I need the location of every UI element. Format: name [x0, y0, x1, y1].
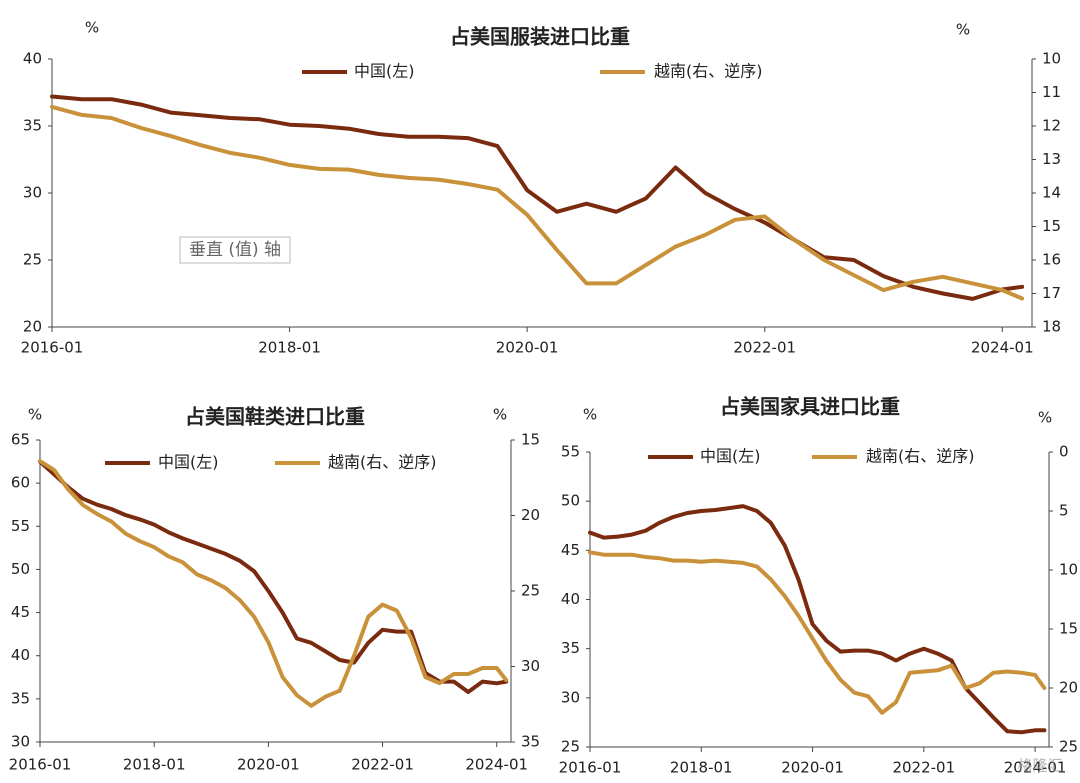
- chart-title: 占美国服装进口比重: [450, 25, 630, 49]
- x-tick-label: 2016-01: [9, 756, 72, 774]
- y-tick-label: 25: [561, 738, 580, 756]
- x-tick-label: 2024-01: [465, 756, 528, 774]
- annotation-box: [179, 236, 291, 264]
- watermark: 格隆汇: [1017, 757, 1062, 775]
- legend-label: 中国(左): [700, 447, 761, 466]
- y-tick-label: 55: [561, 443, 580, 461]
- x-tick-label: 2018-01: [670, 759, 733, 777]
- chart: 占美国鞋类进口比重% % 30 35 40 45 50 55 60 65 15 20 25 30 35 201…: [9, 405, 540, 774]
- chart: 占美国服装进口比重% % 20 25 30 35 40 10 11 12 13 14 15 16 17 18 2…: [21, 19, 1061, 357]
- y-tick-label: 30: [23, 184, 42, 202]
- legend-label: 越南(右、逆序): [654, 62, 763, 81]
- chart: 占美国家具进口比重% % 25 30 35 40 45 50 55 0 5 10 15 20 25 2016-…: [559, 395, 1078, 777]
- y2-tick-label: 11: [1042, 83, 1061, 101]
- y2-tick-label: 35: [521, 733, 540, 751]
- y-tick-label: 50: [11, 560, 30, 578]
- y-unit: %: [28, 406, 42, 424]
- x-tick-label: 2020-01: [781, 759, 844, 777]
- y2-tick-label: 10: [1042, 50, 1061, 68]
- series-line: [50, 94, 1025, 301]
- y2-tick-label: 15: [1059, 620, 1078, 638]
- annotation: 垂直 (值) 轴: [189, 240, 281, 260]
- x-tick-label: 2020-01: [237, 756, 300, 774]
- y2-tick-label: 30: [521, 657, 540, 675]
- y-tick-label: 50: [561, 492, 580, 510]
- y-tick-label: 60: [11, 474, 30, 492]
- y2-tick-label: 16: [1042, 251, 1061, 269]
- y-tick-label: 30: [11, 733, 30, 751]
- y-tick-label: 35: [23, 117, 42, 135]
- chart-title: 占美国家具进口比重: [720, 395, 900, 419]
- series-line: [38, 459, 509, 694]
- y-unit: %: [85, 19, 99, 37]
- y2-tick-label: 25: [1059, 738, 1078, 756]
- y-tick-label: 20: [23, 318, 42, 336]
- y-tick-label: 55: [11, 517, 30, 535]
- y2-unit: %: [493, 406, 507, 424]
- y2-unit: %: [1038, 409, 1052, 427]
- x-tick-label: 2018-01: [123, 756, 186, 774]
- y-tick-label: 65: [11, 431, 30, 449]
- x-tick-label: 2022-01: [351, 756, 414, 774]
- series-line: [588, 550, 1047, 715]
- y2-tick-label: 0: [1059, 443, 1069, 461]
- y-tick-label: 45: [561, 541, 580, 559]
- y-tick-label: 35: [11, 689, 30, 707]
- y2-tick-label: 13: [1042, 150, 1061, 168]
- legend-label: 中国(左): [354, 62, 415, 81]
- y-tick-label: 45: [11, 603, 30, 621]
- y2-tick-label: 25: [521, 582, 540, 600]
- y2-tick-label: 15: [521, 431, 540, 449]
- y-tick-label: 35: [561, 639, 580, 657]
- series-line: [38, 459, 509, 708]
- series-line: [50, 104, 1025, 301]
- y-tick-label: 25: [23, 251, 42, 269]
- y-tick-label: 40: [11, 646, 30, 664]
- y2-unit: %: [956, 21, 970, 39]
- y2-tick-label: 20: [521, 506, 540, 524]
- series-line: [588, 504, 1047, 735]
- y-tick-label: 40: [561, 590, 580, 608]
- legend-label: 越南(右、逆序): [328, 453, 437, 472]
- y2-tick-label: 15: [1042, 217, 1061, 235]
- y2-tick-label: 20: [1059, 679, 1078, 697]
- legend-label: 越南(右、逆序): [866, 447, 975, 466]
- chart-title: 占美国鞋类进口比重: [185, 405, 365, 429]
- x-tick-label: 2016-01: [559, 759, 622, 777]
- x-tick-label: 2024-01: [1004, 759, 1067, 777]
- legend-label: 中国(左): [158, 453, 219, 472]
- y2-tick-label: 5: [1059, 502, 1069, 520]
- x-tick-label: 2022-01: [733, 339, 796, 357]
- x-tick-label: 2018-01: [258, 339, 321, 357]
- x-tick-label: 2024-01: [971, 339, 1034, 357]
- y-tick-label: 40: [23, 50, 42, 68]
- y-tick-label: 30: [561, 688, 580, 706]
- y2-tick-label: 12: [1042, 117, 1061, 135]
- y2-tick-label: 18: [1042, 318, 1061, 336]
- y2-tick-label: 10: [1059, 561, 1078, 579]
- x-tick-label: 2016-01: [21, 339, 84, 357]
- x-tick-label: 2022-01: [892, 759, 955, 777]
- y2-tick-label: 14: [1042, 184, 1061, 202]
- y2-tick-label: 17: [1042, 284, 1061, 302]
- y-unit: %: [583, 406, 597, 424]
- x-tick-label: 2020-01: [496, 339, 559, 357]
